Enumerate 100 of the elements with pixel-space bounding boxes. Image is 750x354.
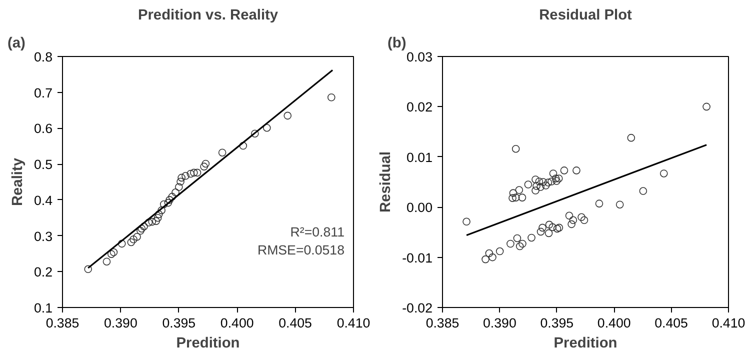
- point: [516, 242, 524, 250]
- point: [528, 234, 536, 242]
- y-tick-label: -0.01: [402, 250, 433, 266]
- point: [127, 238, 136, 246]
- point: [578, 213, 586, 222]
- point: [544, 178, 552, 186]
- point: [160, 200, 168, 208]
- point: [508, 194, 516, 202]
- point: [513, 234, 522, 242]
- point: [118, 240, 126, 248]
- point: [616, 200, 624, 208]
- point: [193, 168, 202, 177]
- chart-title: Residual Plot: [539, 8, 632, 24]
- point: [482, 255, 490, 264]
- annotation: RMSE=0.0518: [257, 242, 345, 258]
- y-tick-label: 0.02: [406, 100, 433, 115]
- point: [327, 93, 336, 102]
- point: [560, 166, 568, 174]
- y-tick-label: 0.4: [34, 192, 54, 208]
- y-tick-label: 0.6: [34, 121, 53, 136]
- point: [595, 200, 604, 208]
- y-tick-label: -0.02: [402, 300, 433, 316]
- y-axis-title: Residual: [378, 151, 394, 213]
- y-tick-label: 0.7: [34, 85, 53, 100]
- text: (b): [388, 36, 406, 52]
- x-tick-label: 0.405: [278, 316, 312, 330]
- point: [532, 186, 540, 194]
- point: [164, 198, 172, 207]
- point: [154, 210, 163, 218]
- point: [554, 174, 563, 182]
- point: [532, 182, 540, 190]
- point: [251, 130, 259, 138]
- y-tick-label: 0.2: [34, 264, 53, 280]
- x-tick-label: 0.395: [162, 316, 196, 330]
- point: [182, 172, 190, 180]
- point: [518, 194, 526, 202]
- point: [536, 228, 545, 236]
- y-axis-title: Reality: [10, 157, 26, 206]
- point: [512, 194, 520, 202]
- point: [148, 218, 156, 226]
- point: [110, 248, 118, 256]
- point: [485, 249, 494, 258]
- point: [130, 235, 138, 244]
- point: [202, 160, 210, 168]
- point: [166, 196, 174, 204]
- point: [506, 240, 514, 248]
- point: [549, 170, 558, 178]
- x-tick-label: 0.410: [712, 316, 746, 330]
- point: [140, 222, 148, 230]
- y-tick-label: 0.1: [34, 300, 53, 316]
- point: [548, 178, 556, 186]
- point: [702, 102, 710, 111]
- y-tick-label: 0.01: [406, 150, 433, 165]
- point: [175, 183, 183, 191]
- y-tick-label: 0.3: [34, 228, 53, 244]
- point: [462, 218, 470, 226]
- point: [565, 212, 574, 220]
- x-tick-label: 0.400: [597, 316, 631, 330]
- point: [539, 178, 548, 186]
- point: [239, 142, 248, 150]
- x-tick-label: 0.390: [483, 316, 516, 330]
- point: [190, 168, 198, 177]
- y-tick-label: 0.5: [34, 157, 53, 172]
- point: [144, 218, 153, 226]
- point: [133, 232, 141, 241]
- point: [524, 180, 532, 188]
- x-tick-label: 0.405: [654, 316, 688, 330]
- point: [496, 247, 504, 256]
- y-tick-label: 0.8: [34, 50, 53, 64]
- point: [518, 240, 526, 248]
- point: [553, 224, 562, 233]
- x-tick-label: 0.385: [46, 316, 80, 330]
- point: [512, 144, 520, 153]
- point: [535, 178, 544, 186]
- point: [552, 177, 560, 185]
- x-axis-title: Predition: [554, 336, 618, 352]
- point: [84, 265, 92, 274]
- annotation: R²=0.811: [290, 224, 345, 240]
- point: [176, 178, 184, 186]
- point: [172, 188, 180, 196]
- chart-title: Predition vs. Reality: [138, 8, 279, 24]
- point: [580, 216, 588, 224]
- point: [572, 166, 580, 174]
- point: [178, 174, 186, 182]
- point: [552, 174, 560, 182]
- point: [152, 217, 160, 225]
- point: [548, 223, 556, 232]
- point: [186, 170, 195, 178]
- x-axis-title: Predition: [176, 336, 240, 352]
- x-tick-label: 0.400: [220, 316, 254, 330]
- point: [532, 176, 540, 184]
- x-tick-label: 0.395: [540, 316, 574, 330]
- x-tick-label: 0.385: [426, 316, 460, 330]
- point: [660, 170, 668, 178]
- point: [515, 186, 524, 194]
- point: [284, 112, 292, 120]
- point: [488, 253, 496, 262]
- point: [536, 183, 544, 191]
- point: [569, 216, 578, 224]
- point: [200, 162, 208, 170]
